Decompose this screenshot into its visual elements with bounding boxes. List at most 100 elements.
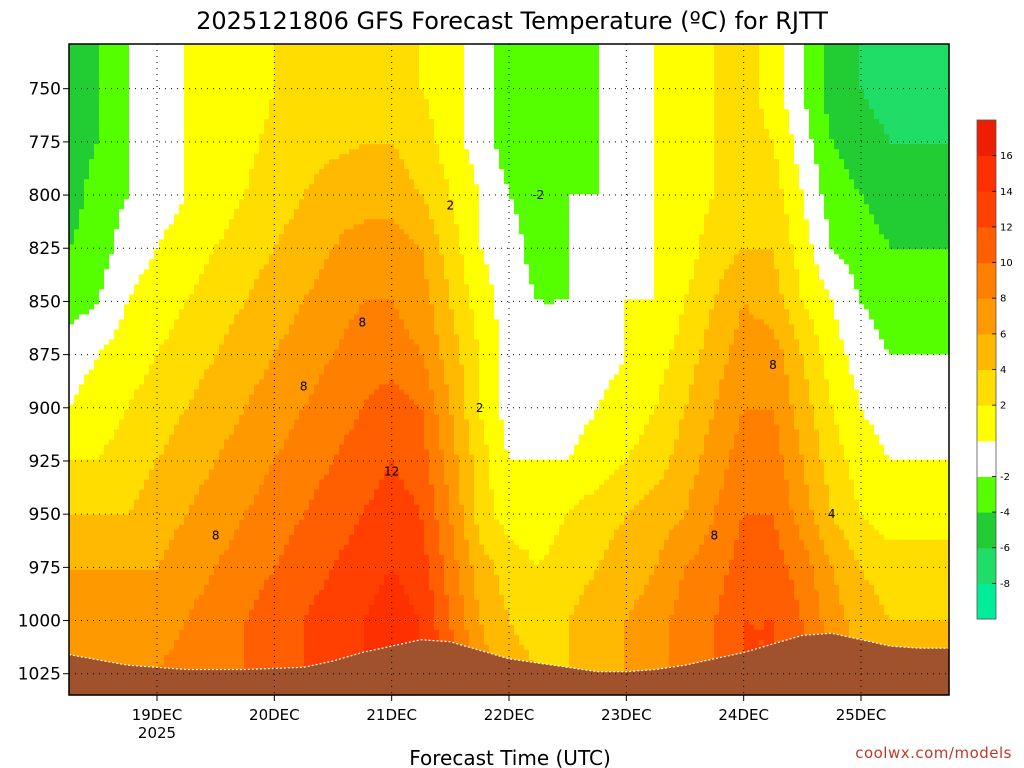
- temperature-cell: [934, 44, 940, 50]
- temperature-cell: [234, 129, 240, 135]
- temperature-cell: [164, 149, 170, 155]
- temperature-cell: [184, 174, 190, 180]
- temperature-cell: [694, 179, 700, 185]
- temperature-cell: [309, 174, 315, 180]
- temperature-cell: [444, 139, 450, 145]
- temperature-cell: [424, 49, 430, 55]
- temperature-cell: [309, 59, 315, 65]
- temperature-cell: [149, 49, 155, 55]
- temperature-cell: [74, 89, 80, 95]
- temperature-cell: [279, 49, 285, 55]
- temperature-cell: [524, 94, 530, 100]
- temperature-cell: [359, 144, 365, 150]
- temperature-cell: [289, 49, 295, 55]
- temperature-cell: [574, 179, 580, 185]
- temperature-cell: [299, 124, 305, 130]
- temperature-cell: [899, 169, 905, 175]
- temperature-cell: [509, 174, 515, 180]
- temperature-cell: [164, 174, 170, 180]
- temperature-cell: [894, 104, 900, 110]
- temperature-cell: [394, 149, 400, 155]
- temperature-cell: [74, 164, 80, 170]
- temperature-cell: [754, 179, 760, 185]
- temperature-cell: [829, 144, 835, 150]
- temperature-cell: [159, 59, 165, 65]
- temperature-cell: [669, 119, 675, 125]
- temperature-cell: [404, 174, 410, 180]
- temperature-cell: [309, 154, 315, 160]
- temperature-cell: [164, 44, 170, 50]
- temperature-cell: [299, 129, 305, 135]
- temperature-cell: [729, 74, 735, 80]
- temperature-cell: [539, 179, 545, 185]
- temperature-cell: [554, 94, 560, 100]
- temperature-cell: [769, 104, 775, 110]
- temperature-cell: [549, 114, 555, 120]
- temperature-cell: [214, 69, 220, 75]
- temperature-cell: [869, 144, 875, 150]
- temperature-cell: [709, 169, 715, 175]
- temperature-cell: [729, 114, 735, 120]
- temperature-cell: [459, 44, 465, 50]
- temperature-cell: [264, 49, 270, 55]
- temperature-cell: [699, 124, 705, 130]
- temperature-cell: [224, 79, 230, 85]
- temperature-cell: [194, 149, 200, 155]
- temperature-cell: [649, 174, 655, 180]
- temperature-cell: [254, 159, 260, 165]
- temperature-cell: [104, 74, 110, 80]
- temperature-cell: [894, 179, 900, 185]
- temperature-cell: [849, 119, 855, 125]
- temperature-cell: [84, 89, 90, 95]
- temperature-cell: [89, 149, 95, 155]
- temperature-cell: [349, 54, 355, 60]
- temperature-cell: [629, 164, 635, 170]
- temperature-cell: [79, 104, 85, 110]
- temperature-cell: [519, 124, 525, 130]
- temperature-cell: [554, 179, 560, 185]
- temperature-cell: [139, 154, 145, 160]
- temperature-cell: [859, 54, 865, 60]
- temperature-cell: [74, 49, 80, 55]
- temperature-cell: [669, 164, 675, 170]
- temperature-cell: [744, 154, 750, 160]
- temperature-cell: [709, 64, 715, 70]
- temperature-cell: [834, 139, 840, 145]
- temperature-cell: [274, 109, 280, 115]
- temperature-cell: [834, 169, 840, 175]
- temperature-cell: [884, 134, 890, 140]
- temperature-cell: [694, 94, 700, 100]
- temperature-cell: [564, 94, 570, 100]
- temperature-cell: [109, 74, 115, 80]
- temperature-cell: [624, 109, 630, 115]
- temperature-cell: [84, 54, 90, 60]
- temperature-cell: [79, 64, 85, 70]
- temperature-cell: [384, 49, 390, 55]
- temperature-cell: [794, 99, 800, 105]
- temperature-cell: [319, 179, 325, 185]
- temperature-cell: [444, 154, 450, 160]
- temperature-cell: [544, 84, 550, 90]
- temperature-cell: [234, 169, 240, 175]
- temperature-cell: [704, 154, 710, 160]
- temperature-cell: [724, 139, 730, 145]
- temperature-cell: [804, 114, 810, 120]
- temperature-cell: [789, 54, 795, 60]
- temperature-cell: [939, 79, 945, 85]
- temperature-cell: [674, 124, 680, 130]
- temperature-cell: [634, 74, 640, 80]
- temperature-cell: [689, 134, 695, 140]
- temperature-cell: [84, 74, 90, 80]
- temperature-cell: [304, 114, 310, 120]
- temperature-cell: [714, 124, 720, 130]
- temperature-cell: [89, 114, 95, 120]
- temperature-cell: [99, 169, 105, 175]
- temperature-cell: [334, 144, 340, 150]
- temperature-cell: [914, 124, 920, 130]
- temperature-cell: [529, 49, 535, 55]
- temperature-cell: [794, 169, 800, 175]
- temperature-cell: [734, 154, 740, 160]
- temperature-cell: [914, 149, 920, 155]
- temperature-cell: [749, 64, 755, 70]
- temperature-cell: [84, 49, 90, 55]
